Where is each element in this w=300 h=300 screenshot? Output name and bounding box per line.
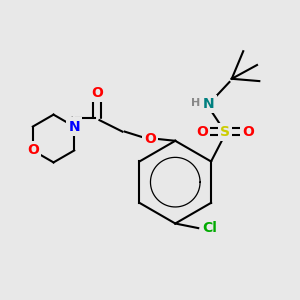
Text: O: O — [27, 143, 39, 158]
Text: O: O — [196, 124, 208, 139]
Text: S: S — [220, 124, 230, 139]
Text: O: O — [144, 131, 156, 146]
Text: O: O — [91, 85, 103, 100]
Text: N: N — [203, 97, 214, 111]
Text: H: H — [191, 98, 200, 108]
Text: Cl: Cl — [202, 221, 217, 235]
Text: O: O — [242, 124, 254, 139]
Text: N: N — [68, 120, 80, 134]
